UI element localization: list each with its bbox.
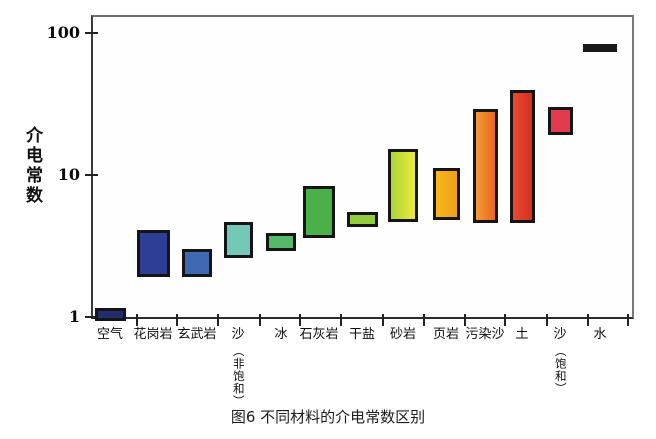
- x-category-sublabel: （饱和）: [553, 345, 568, 395]
- x-axis-tick: [136, 314, 138, 326]
- x-category-label: 沙: [231, 327, 245, 342]
- y-tick-label: 1: [68, 307, 80, 326]
- y-axis-tick: [85, 174, 98, 176]
- x-category-label: 冰: [274, 327, 288, 342]
- range-bar: [432, 168, 460, 221]
- x-category-label: 沙: [553, 327, 567, 342]
- x-axis-tick: [299, 314, 301, 326]
- x-category-sublabel: （非饱和）: [231, 345, 246, 408]
- x-category-label: 空气: [96, 327, 124, 342]
- x-category-label: 干盐: [348, 327, 376, 342]
- range-bar: [182, 249, 212, 278]
- x-axis-tick: [217, 314, 219, 326]
- x-axis-tick: [546, 314, 548, 326]
- y-tick-label: 10: [57, 165, 80, 184]
- x-axis-tick: [423, 314, 425, 326]
- x-category-label: 水: [593, 327, 607, 342]
- range-bar: [94, 308, 126, 322]
- x-category-label: 土: [515, 327, 529, 342]
- range-bar: [472, 109, 498, 223]
- range-bar: [509, 89, 535, 223]
- x-axis-tick: [587, 314, 589, 326]
- x-category-label: 砂岩: [389, 327, 417, 342]
- x-category-label: 花岗岩: [133, 327, 173, 342]
- x-category-label: 石灰岩: [299, 327, 339, 342]
- x-axis-tick: [176, 314, 178, 326]
- x-axis-tick: [464, 314, 466, 326]
- range-bar: [346, 211, 378, 228]
- x-axis-tick: [382, 314, 384, 326]
- range-bar: [388, 149, 418, 222]
- range-bar: [303, 186, 335, 238]
- y-tick-label: 100: [46, 23, 80, 42]
- range-bar: [583, 43, 617, 53]
- range-bar: [547, 107, 573, 136]
- plot-area: [91, 15, 634, 319]
- figure-caption: 图6 不同材料的介电常数区别: [230, 408, 426, 426]
- x-category-label: 玄武岩: [177, 327, 217, 342]
- y-axis-tick: [85, 32, 98, 34]
- x-axis-tick: [504, 314, 506, 326]
- range-bar: [136, 229, 170, 278]
- y-axis-title: 介电常数: [22, 126, 42, 206]
- x-axis-tick: [627, 314, 629, 326]
- x-category-label: 页岩: [432, 327, 460, 342]
- y-axis-tick: [85, 316, 98, 318]
- x-axis-tick: [340, 314, 342, 326]
- range-bar: [223, 221, 253, 259]
- x-category-label: 污染沙: [465, 327, 505, 342]
- x-axis-tick: [259, 314, 261, 326]
- range-bar: [266, 233, 296, 252]
